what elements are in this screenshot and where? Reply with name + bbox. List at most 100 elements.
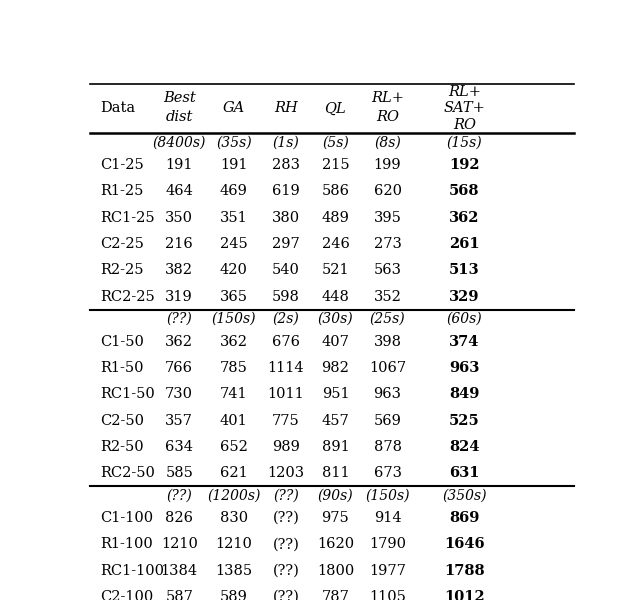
Text: 382: 382 [165,263,193,277]
Text: (8s): (8s) [374,136,401,149]
Text: 676: 676 [272,335,300,349]
Text: 357: 357 [165,413,193,428]
Text: SAT+: SAT+ [444,101,485,115]
Text: 951: 951 [322,387,349,401]
Text: 261: 261 [449,237,480,251]
Text: 540: 540 [272,263,300,277]
Text: 329: 329 [449,290,479,304]
Text: 1105: 1105 [369,590,406,600]
Text: 619: 619 [272,184,300,199]
Text: R1-25: R1-25 [100,184,143,199]
Text: 1977: 1977 [369,564,406,578]
Text: (??): (??) [273,590,300,600]
Text: (35s): (35s) [216,136,252,149]
Text: 785: 785 [220,361,248,375]
Text: 631: 631 [449,466,479,480]
Text: RC2-25: RC2-25 [100,290,155,304]
Text: 878: 878 [374,440,401,454]
Text: 521: 521 [322,263,349,277]
Text: dist: dist [166,110,193,124]
Text: R1-50: R1-50 [100,361,143,375]
Text: (350s): (350s) [442,488,486,503]
Text: C1-25: C1-25 [100,158,143,172]
Text: 362: 362 [220,335,248,349]
Text: RC1-100: RC1-100 [100,564,164,578]
Text: 319: 319 [165,290,193,304]
Text: 869: 869 [449,511,479,525]
Text: R2-50: R2-50 [100,440,143,454]
Text: 215: 215 [322,158,349,172]
Text: 963: 963 [374,387,401,401]
Text: 811: 811 [322,466,349,480]
Text: 362: 362 [165,335,193,349]
Text: 513: 513 [449,263,480,277]
Text: QL: QL [324,101,346,115]
Text: (??): (??) [273,511,300,525]
Text: 1210: 1210 [161,538,198,551]
Text: (??): (??) [273,538,300,551]
Text: 191: 191 [220,158,248,172]
Text: (150s): (150s) [211,312,256,326]
Text: 407: 407 [321,335,349,349]
Text: 525: 525 [449,413,480,428]
Text: 730: 730 [165,387,193,401]
Text: (150s): (150s) [365,488,410,503]
Text: RL+: RL+ [448,85,481,99]
Text: 1011: 1011 [268,387,304,401]
Text: 891: 891 [321,440,349,454]
Text: 245: 245 [220,237,248,251]
Text: 273: 273 [374,237,401,251]
Text: C2-50: C2-50 [100,413,144,428]
Text: 1067: 1067 [369,361,406,375]
Text: 398: 398 [374,335,401,349]
Text: 826: 826 [165,511,193,525]
Text: RC1-25: RC1-25 [100,211,154,225]
Text: 589: 589 [220,590,248,600]
Text: 464: 464 [165,184,193,199]
Text: (1s): (1s) [273,136,300,149]
Text: 1800: 1800 [317,564,354,578]
Text: 1384: 1384 [161,564,198,578]
Text: (30s): (30s) [317,312,353,326]
Text: (90s): (90s) [317,488,353,503]
Text: 1210: 1210 [215,538,252,551]
Text: Data: Data [100,101,135,115]
Text: 1790: 1790 [369,538,406,551]
Text: 380: 380 [272,211,300,225]
Text: RO: RO [376,110,399,124]
Text: (5s): (5s) [322,136,349,149]
Text: 1620: 1620 [317,538,354,551]
Text: (??): (??) [273,488,299,503]
Text: RC2-50: RC2-50 [100,466,155,480]
Text: 350: 350 [165,211,193,225]
Text: 1012: 1012 [444,590,484,600]
Text: 963: 963 [449,361,479,375]
Text: C1-50: C1-50 [100,335,144,349]
Text: 1646: 1646 [444,538,484,551]
Text: R2-25: R2-25 [100,263,143,277]
Text: 598: 598 [272,290,300,304]
Text: 634: 634 [165,440,193,454]
Text: C2-25: C2-25 [100,237,144,251]
Text: 246: 246 [321,237,349,251]
Text: (60s): (60s) [447,312,482,326]
Text: (25s): (25s) [370,312,405,326]
Text: 989: 989 [272,440,300,454]
Text: 283: 283 [272,158,300,172]
Text: (??): (??) [273,564,300,578]
Text: 585: 585 [165,466,193,480]
Text: 741: 741 [220,387,248,401]
Text: RO: RO [453,118,476,132]
Text: 1788: 1788 [444,564,484,578]
Text: 199: 199 [374,158,401,172]
Text: 1114: 1114 [268,361,304,375]
Text: 457: 457 [321,413,349,428]
Text: 787: 787 [321,590,349,600]
Text: 395: 395 [374,211,401,225]
Text: (1200s): (1200s) [207,488,260,503]
Text: (15s): (15s) [447,136,482,149]
Text: 849: 849 [449,387,479,401]
Text: 448: 448 [321,290,349,304]
Text: 621: 621 [220,466,248,480]
Text: (??): (??) [166,488,192,503]
